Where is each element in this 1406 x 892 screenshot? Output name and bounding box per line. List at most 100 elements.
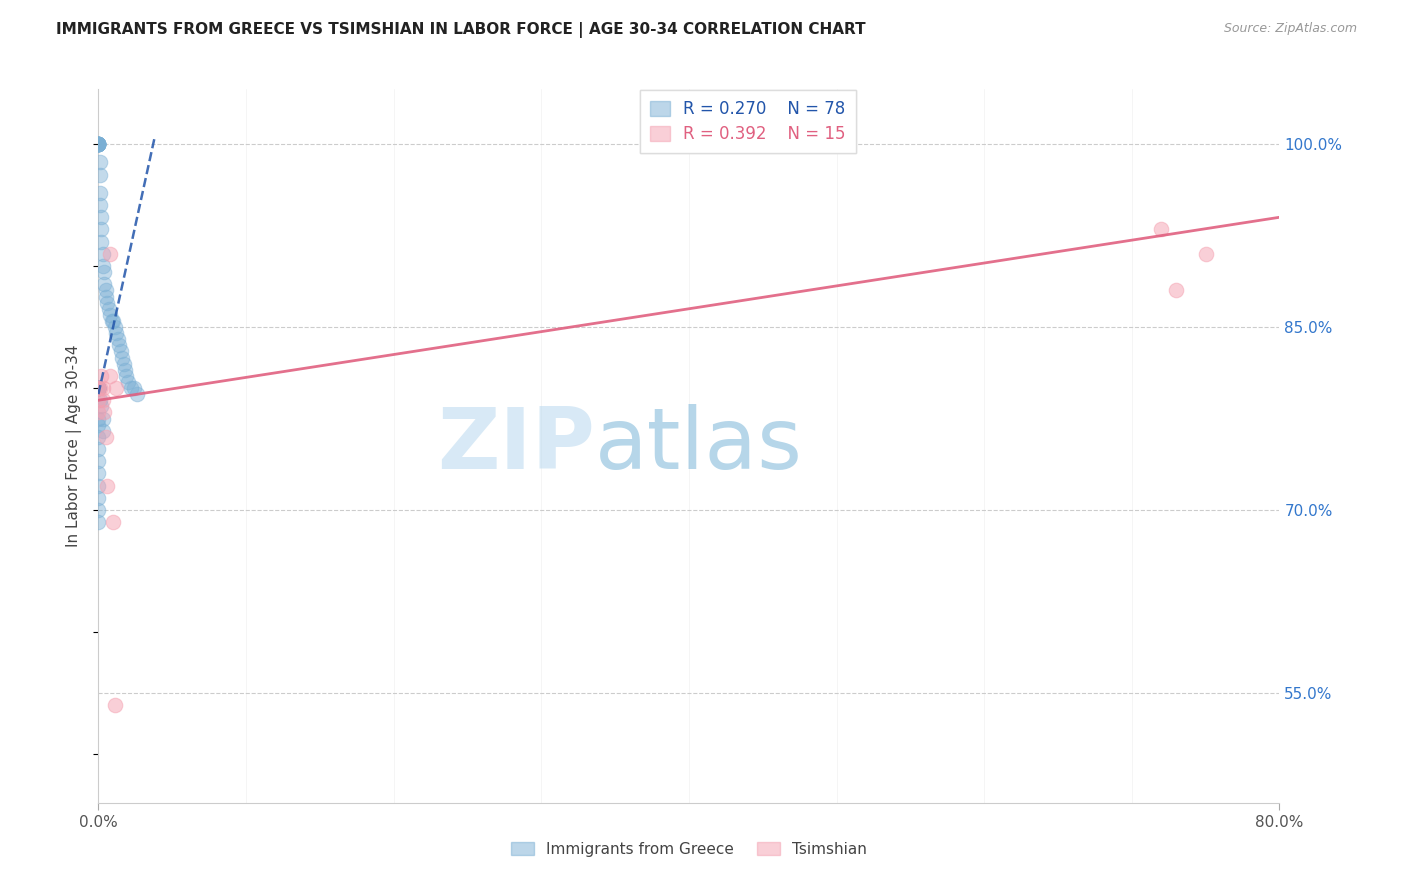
Point bbox=[115, 368, 138, 383]
Point bbox=[94, 430, 117, 444]
Point bbox=[103, 515, 125, 529]
Point bbox=[87, 137, 110, 152]
Point bbox=[91, 259, 114, 273]
Point bbox=[87, 381, 110, 395]
Point bbox=[93, 405, 115, 419]
Point bbox=[87, 137, 110, 152]
Point bbox=[87, 137, 110, 152]
Point bbox=[120, 381, 142, 395]
Point bbox=[125, 387, 148, 401]
Point bbox=[87, 442, 110, 456]
Point bbox=[87, 503, 110, 517]
Text: atlas: atlas bbox=[595, 404, 803, 488]
Point bbox=[87, 467, 110, 481]
Point bbox=[87, 478, 110, 492]
Point bbox=[105, 326, 128, 341]
Point bbox=[87, 381, 110, 395]
Point bbox=[87, 137, 110, 152]
Point bbox=[87, 381, 110, 395]
Point bbox=[87, 381, 110, 395]
Point bbox=[90, 400, 112, 414]
Point bbox=[90, 368, 112, 383]
Point bbox=[87, 381, 110, 395]
Point bbox=[93, 265, 115, 279]
Point bbox=[87, 137, 110, 152]
Point bbox=[87, 381, 110, 395]
Point bbox=[96, 478, 118, 492]
Point bbox=[87, 417, 110, 432]
Point bbox=[87, 137, 110, 152]
Point bbox=[98, 247, 121, 261]
Point bbox=[87, 137, 110, 152]
Point bbox=[87, 137, 110, 152]
Point bbox=[111, 351, 134, 365]
Point bbox=[87, 137, 110, 152]
Point bbox=[90, 235, 112, 249]
Point bbox=[87, 381, 110, 395]
Point bbox=[117, 375, 139, 389]
Point bbox=[1150, 222, 1173, 236]
Point bbox=[89, 155, 111, 169]
Point bbox=[87, 411, 110, 425]
Point bbox=[96, 295, 118, 310]
Point bbox=[89, 393, 111, 408]
Point bbox=[87, 381, 110, 395]
Text: Source: ZipAtlas.com: Source: ZipAtlas.com bbox=[1223, 22, 1357, 36]
Point bbox=[93, 277, 115, 292]
Point bbox=[103, 314, 125, 328]
Point bbox=[87, 381, 110, 395]
Point bbox=[87, 405, 110, 419]
Point bbox=[105, 381, 128, 395]
Point bbox=[87, 137, 110, 152]
Point bbox=[87, 381, 110, 395]
Point bbox=[91, 381, 114, 395]
Point bbox=[87, 381, 110, 395]
Point bbox=[90, 222, 112, 236]
Text: ZIP: ZIP bbox=[437, 404, 595, 488]
Y-axis label: In Labor Force | Age 30-34: In Labor Force | Age 30-34 bbox=[66, 344, 83, 548]
Point bbox=[87, 454, 110, 468]
Point bbox=[87, 381, 110, 395]
Point bbox=[114, 363, 136, 377]
Point bbox=[87, 381, 110, 395]
Text: IMMIGRANTS FROM GREECE VS TSIMSHIAN IN LABOR FORCE | AGE 30-34 CORRELATION CHART: IMMIGRANTS FROM GREECE VS TSIMSHIAN IN L… bbox=[56, 22, 866, 38]
Point bbox=[91, 411, 114, 425]
Point bbox=[94, 284, 117, 298]
Point bbox=[107, 332, 129, 346]
Point bbox=[87, 491, 110, 505]
Point bbox=[104, 698, 127, 713]
Point bbox=[87, 137, 110, 152]
Point bbox=[89, 198, 111, 212]
Point bbox=[89, 381, 111, 395]
Point bbox=[87, 515, 110, 529]
Point bbox=[89, 168, 111, 182]
Point bbox=[87, 430, 110, 444]
Point bbox=[98, 308, 121, 322]
Point bbox=[87, 381, 110, 395]
Point bbox=[98, 368, 121, 383]
Legend: R = 0.270    N = 78, R = 0.392    N = 15: R = 0.270 N = 78, R = 0.392 N = 15 bbox=[640, 90, 856, 153]
Point bbox=[87, 381, 110, 395]
Point bbox=[87, 381, 110, 395]
Point bbox=[122, 381, 145, 395]
Point bbox=[87, 381, 110, 395]
Point bbox=[108, 338, 131, 352]
Point bbox=[87, 381, 110, 395]
Point bbox=[87, 381, 110, 395]
Point bbox=[91, 393, 114, 408]
Point bbox=[87, 137, 110, 152]
Point bbox=[1166, 284, 1188, 298]
Point bbox=[90, 211, 112, 225]
Point bbox=[87, 393, 110, 408]
Point bbox=[104, 320, 127, 334]
Point bbox=[110, 344, 132, 359]
Point bbox=[91, 247, 114, 261]
Point bbox=[87, 381, 110, 395]
Point bbox=[100, 314, 122, 328]
Point bbox=[1195, 247, 1218, 261]
Point bbox=[89, 186, 111, 200]
Point bbox=[91, 424, 114, 438]
Point bbox=[112, 357, 135, 371]
Point bbox=[87, 381, 110, 395]
Point bbox=[94, 289, 117, 303]
